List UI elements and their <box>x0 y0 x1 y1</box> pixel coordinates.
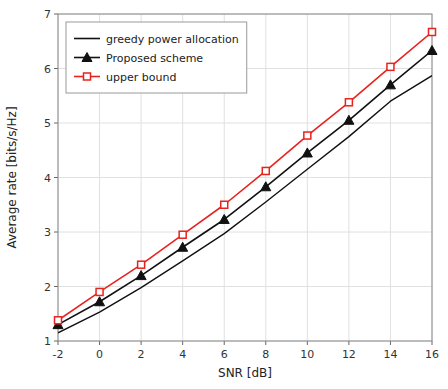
data-point <box>55 317 62 324</box>
data-point <box>264 200 268 204</box>
legend-label: upper bound <box>106 71 176 84</box>
data-point <box>305 167 309 171</box>
legend-line <box>74 38 100 40</box>
data-point <box>261 182 271 191</box>
y-tick <box>54 232 58 233</box>
y-tick-label: 3 <box>44 226 51 239</box>
data-point <box>345 99 352 106</box>
x-tick-label: 2 <box>138 348 145 361</box>
data-point <box>388 99 392 103</box>
data-point <box>221 201 228 208</box>
x-tick <box>432 341 433 345</box>
chart: -202468101214161234567SNR [dB]Average ra… <box>0 0 448 389</box>
x-tick-label: 10 <box>300 348 314 361</box>
y-grid-line <box>58 123 432 124</box>
legend: greedy power allocation Proposed scheme up… <box>66 22 247 93</box>
y-tick <box>54 68 58 69</box>
data-point <box>304 132 311 139</box>
plot-background <box>58 14 432 341</box>
legend-marker <box>82 53 92 62</box>
data-point <box>179 231 186 238</box>
x-tick-label: 14 <box>383 348 397 361</box>
x-tick <box>58 341 59 345</box>
y-tick <box>54 177 58 178</box>
data-point <box>387 63 394 70</box>
data-point <box>262 167 269 174</box>
y-grid-line <box>58 232 432 233</box>
legend-label: greedy power allocation <box>106 33 239 46</box>
y-tick <box>54 123 58 124</box>
x-tick <box>182 341 183 345</box>
data-point <box>222 232 226 236</box>
x-tick <box>390 341 391 345</box>
data-point <box>95 297 105 306</box>
data-point <box>347 135 351 139</box>
legend-box <box>66 22 247 93</box>
x-tick-label: 12 <box>342 348 356 361</box>
series-line <box>58 76 432 333</box>
x-tick <box>348 341 349 345</box>
data-point <box>430 74 434 78</box>
data-point <box>96 288 103 295</box>
y-tick-label: 6 <box>44 63 51 76</box>
x-tick-label: 6 <box>221 348 228 361</box>
y-tick-label: 1 <box>44 335 51 348</box>
y-axis-label: Average rate [bits/s/Hz] <box>5 106 19 248</box>
x-tick-label: 16 <box>425 348 439 361</box>
data-point <box>302 148 312 157</box>
data-point <box>136 271 146 280</box>
data-point <box>181 259 185 263</box>
y-grid-line <box>58 177 432 178</box>
y-tick <box>54 286 58 287</box>
x-tick-label: 8 <box>262 348 269 361</box>
legend-label: Proposed scheme <box>106 52 203 65</box>
y-tick-label: 2 <box>44 281 51 294</box>
y-grid-line <box>58 286 432 287</box>
plot-frame <box>58 14 432 341</box>
data-point <box>139 286 143 290</box>
y-tick-label: 4 <box>44 172 51 185</box>
axes: -202468101214161234567 <box>44 8 439 361</box>
y-tick <box>54 14 58 15</box>
x-tick-label: -2 <box>53 348 64 361</box>
x-tick-label: 0 <box>96 348 103 361</box>
grid <box>58 14 432 341</box>
x-tick <box>99 341 100 345</box>
data-point <box>98 310 102 314</box>
data-point <box>429 28 436 35</box>
data-point <box>178 242 188 251</box>
x-tick <box>141 341 142 345</box>
data-point <box>385 80 395 89</box>
data-point <box>344 115 354 124</box>
x-tick <box>307 341 308 345</box>
data-point <box>138 261 145 268</box>
y-tick <box>54 341 58 342</box>
y-tick-label: 5 <box>44 117 51 130</box>
data-point <box>56 331 60 335</box>
x-tick <box>265 341 266 345</box>
x-axis-label: SNR [dB] <box>218 366 272 380</box>
x-tick <box>224 341 225 345</box>
legend-marker <box>84 73 91 80</box>
data-point <box>427 46 437 55</box>
y-tick-label: 7 <box>44 8 51 21</box>
data-point <box>219 214 229 223</box>
x-tick-label: 4 <box>179 348 186 361</box>
